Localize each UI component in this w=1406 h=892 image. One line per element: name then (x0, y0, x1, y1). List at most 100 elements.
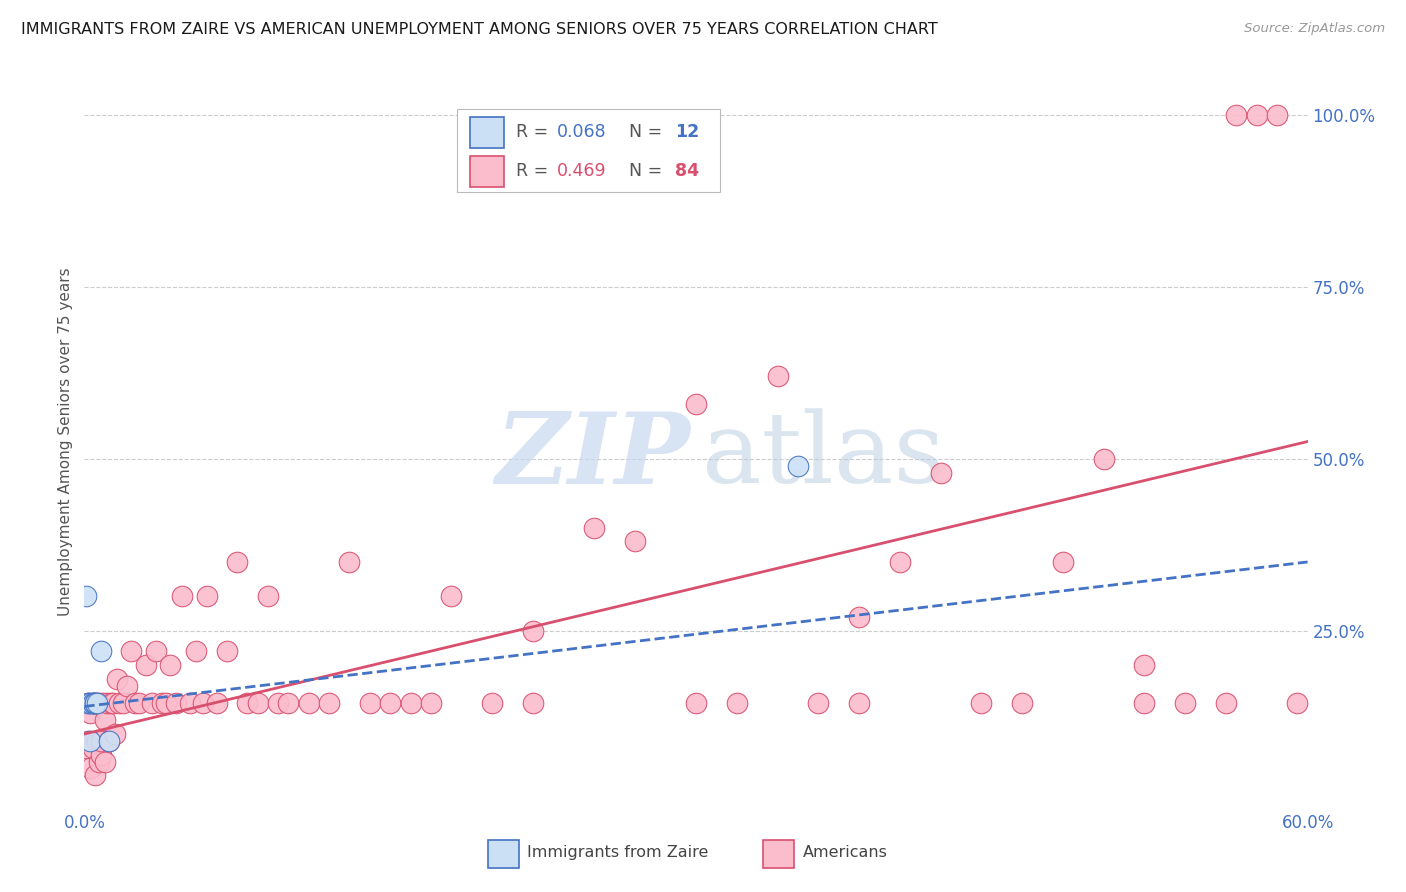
Point (165, 696, 187, 710)
Point (399, 696, 422, 710)
Point (339, 555, 361, 569)
Point (104, 727, 127, 741)
Text: 0.068: 0.068 (557, 123, 606, 142)
Point (246, 696, 269, 710)
Point (1215, 696, 1237, 710)
Text: Source: ZipAtlas.com: Source: ZipAtlas.com (1244, 22, 1385, 36)
Point (128, 696, 150, 710)
Point (120, 644, 142, 658)
Point (77, 696, 100, 710)
Point (205, 696, 228, 710)
Point (522, 696, 544, 710)
Point (101, 696, 124, 710)
Point (195, 590, 218, 604)
FancyBboxPatch shape (457, 109, 720, 193)
Text: 0.469: 0.469 (557, 162, 606, 180)
Point (359, 696, 381, 710)
Point (90, 734, 112, 748)
Point (82, 696, 104, 710)
Point (115, 679, 138, 693)
Point (807, 696, 830, 710)
FancyBboxPatch shape (488, 840, 519, 868)
Point (1052, 555, 1074, 569)
Point (97, 734, 120, 748)
Point (77, 734, 100, 748)
Text: Immigrants from Zaire: Immigrants from Zaire (527, 845, 709, 860)
Point (100, 696, 122, 710)
Text: 12: 12 (675, 123, 699, 142)
Point (79, 706, 101, 721)
Text: 84: 84 (675, 162, 699, 180)
Point (440, 590, 463, 604)
Point (380, 696, 402, 710)
Point (105, 672, 128, 686)
Point (522, 624, 544, 638)
Point (150, 696, 173, 710)
Point (96, 696, 118, 710)
Point (1133, 696, 1156, 710)
Point (929, 466, 952, 480)
Point (77, 696, 100, 710)
Point (90, 747, 112, 762)
Point (1246, 108, 1268, 122)
Point (83, 696, 105, 710)
Point (93, 755, 115, 769)
Y-axis label: Unemployment Among Seniors over 75 years: Unemployment Among Seniors over 75 years (58, 268, 73, 615)
Point (624, 534, 647, 549)
Point (83, 696, 105, 710)
Point (124, 696, 146, 710)
Point (90, 644, 112, 658)
Point (848, 696, 870, 710)
Point (155, 696, 177, 710)
Point (79, 734, 101, 748)
Point (420, 696, 443, 710)
Text: Americans: Americans (803, 845, 887, 860)
Point (83, 768, 105, 782)
Point (91, 696, 114, 710)
Point (226, 555, 249, 569)
Point (159, 658, 181, 673)
Point (236, 696, 259, 710)
Point (79, 761, 101, 775)
Point (75, 590, 97, 604)
Point (82, 696, 104, 710)
Text: R =: R = (516, 123, 554, 142)
FancyBboxPatch shape (470, 156, 503, 186)
Point (848, 610, 870, 624)
Text: N =: N = (617, 123, 668, 142)
Text: N =: N = (617, 162, 668, 180)
Point (86, 696, 108, 710)
Point (86, 734, 108, 748)
Point (725, 696, 748, 710)
Point (186, 644, 208, 658)
Text: IMMIGRANTS FROM ZAIRE VS AMERICAN UNEMPLOYMENT AMONG SENIORS OVER 75 YEARS CORRE: IMMIGRANTS FROM ZAIRE VS AMERICAN UNEMPL… (21, 22, 938, 37)
Point (1265, 108, 1288, 122)
Point (257, 590, 280, 604)
Point (583, 520, 606, 534)
Point (267, 696, 290, 710)
Point (1286, 696, 1309, 710)
Point (685, 397, 707, 411)
Text: atlas: atlas (702, 409, 945, 504)
Point (135, 658, 157, 673)
Point (1011, 696, 1033, 710)
Point (75, 740, 97, 755)
Point (82, 696, 104, 710)
Point (217, 644, 239, 658)
Point (141, 696, 163, 710)
Text: ZIP: ZIP (495, 408, 690, 504)
Point (86, 696, 108, 710)
Point (179, 696, 201, 710)
Point (685, 696, 707, 710)
Point (83, 696, 105, 710)
Point (970, 696, 993, 710)
FancyBboxPatch shape (470, 117, 503, 147)
Point (1225, 108, 1247, 122)
Point (1092, 451, 1115, 466)
Point (79, 696, 101, 710)
Point (766, 369, 789, 384)
Point (97, 734, 120, 748)
Point (82, 740, 104, 755)
Point (145, 644, 167, 658)
Point (87, 755, 110, 769)
